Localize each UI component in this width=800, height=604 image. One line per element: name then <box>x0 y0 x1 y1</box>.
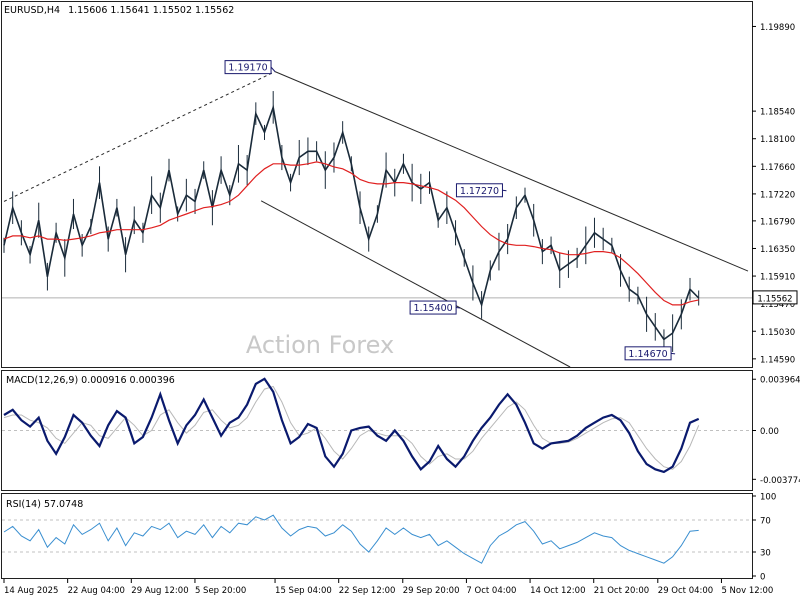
rsi-tick-label: 0 <box>760 573 765 583</box>
price-annotation-leader <box>671 352 676 355</box>
price-tick-label: 1.16790 <box>760 217 795 227</box>
price-tick-label: 1.14590 <box>760 355 795 365</box>
price-tick-label: 1.15470 <box>760 300 795 310</box>
time-tick-label: 22 Sep 12:00 <box>339 586 396 596</box>
time-tick-label: 22 Aug 04:00 <box>68 586 125 596</box>
time-tick-label: 29 Aug 12:00 <box>131 586 188 596</box>
rsi-tick-label: 70 <box>760 517 771 527</box>
rsi-panel-frame <box>1 493 753 579</box>
dashed-trendline <box>3 71 276 202</box>
price-tick-label: 1.19890 <box>760 23 795 33</box>
last-price-box <box>752 290 798 305</box>
time-tick-label: 15 Sep 04:00 <box>275 586 332 596</box>
price-annotation-label: 1.14670 <box>628 349 667 360</box>
macd-line <box>3 377 700 474</box>
panel-frames <box>1 1 753 579</box>
channel-line <box>274 71 749 272</box>
price-tick-label: 1.17220 <box>760 190 795 200</box>
macd-layer: 0.003964 0.00 -0.003774 <box>2 376 800 486</box>
price-tick-label: 1.16350 <box>760 245 795 255</box>
price-layer: 1.19890 1.18540 1.18100 1.17660 1.17220 1.167… <box>2 23 798 368</box>
price-panel-frame <box>1 1 753 368</box>
price-tick-label: 1.18100 <box>760 135 795 145</box>
price-annotation-label: 1.15400 <box>413 303 452 314</box>
price-annotation-leader <box>456 307 461 309</box>
last-price-label: 1.15562 <box>757 294 792 304</box>
watermark: Action Forex <box>246 331 394 359</box>
price-tick-label: 1.15910 <box>760 273 795 283</box>
price-annotation-label: 1.19170 <box>228 63 267 74</box>
time-tick-label: 29 Oct 04:00 <box>658 586 713 596</box>
price-tick-label: 1.18540 <box>760 108 795 118</box>
axis-layer: 14 Aug 2025 22 Aug 04:00 29 Aug 12:00 5 Sep… <box>3 579 773 596</box>
rsi-layer: 100 70 30 0 <box>2 493 776 583</box>
time-tick-label: 21 Oct 20:00 <box>594 586 649 596</box>
macd-tick-label: 0.00 <box>760 427 779 437</box>
price-annotation-label: 1.17270 <box>460 186 499 197</box>
rsi-tick-label: 100 <box>760 493 776 503</box>
macd-signal-line <box>3 385 700 470</box>
time-tick-label: 5 Sep 20:00 <box>195 586 246 596</box>
channel-line <box>260 200 571 368</box>
time-tick-label: 14 Oct 12:00 <box>530 586 585 596</box>
time-tick-label: 7 Oct 04:00 <box>466 586 516 596</box>
price-tick-label: 1.17660 <box>760 163 795 173</box>
symbol-header: EURUSD,H4 1.15606 1.15641 1.15502 1.1556… <box>4 5 234 16</box>
macd-tick-label: 0.003964 <box>760 376 800 386</box>
time-tick-label: 14 Aug 2025 <box>4 586 58 596</box>
moving-average-line <box>3 161 699 306</box>
price-tick-label: 1.15030 <box>760 328 795 338</box>
price-annotation-leader <box>502 189 507 192</box>
rsi-tick-label: 30 <box>760 549 771 559</box>
symbol-name: EURUSD,H4 <box>4 5 60 16</box>
time-tick-label: 5 Nov 12:00 <box>721 586 773 596</box>
time-tick-label: 29 Sep 20:00 <box>403 586 460 596</box>
rsi-title: RSI(14) 57.0748 <box>6 499 83 510</box>
macd-title: MACD(12,26,9) 0.000916 0.000396 <box>6 375 175 386</box>
rsi-line <box>3 514 699 564</box>
price-annotation-leader <box>270 66 276 72</box>
ohlc-values: 1.15606 1.15641 1.15502 1.15562 <box>68 5 234 16</box>
macd-tick-label: -0.003774 <box>760 476 800 486</box>
